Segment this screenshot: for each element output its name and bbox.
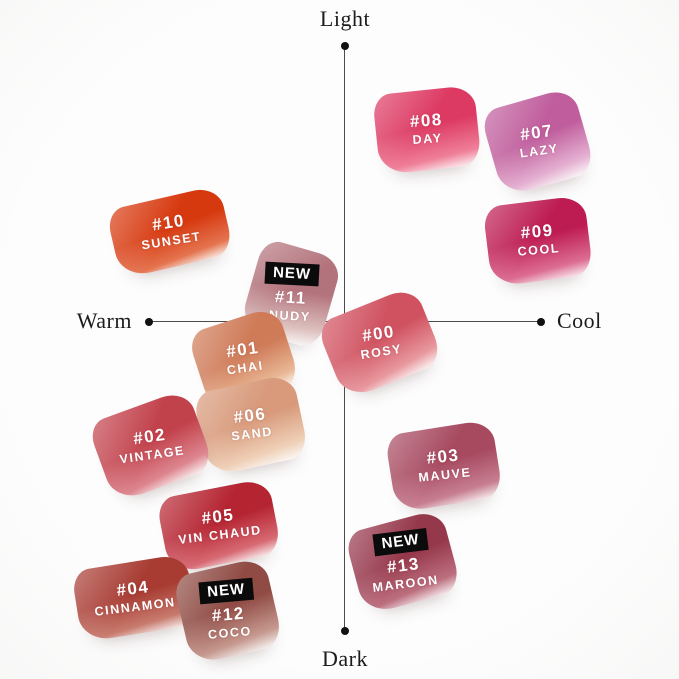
axis-dot-right [537,318,545,326]
shade-swatch-06-sand: #06 SAND [192,373,310,477]
shade-label-group: NEW #12 COCO [177,562,278,660]
shade-number: #08 [409,110,444,132]
shade-swatch-07-lazy: #07 LAZY [479,86,597,198]
new-badge: NEW [198,577,255,605]
new-badge: NEW [264,261,320,287]
shade-label-group: #10 SUNSET [107,188,233,275]
axis-label-warm: Warm [76,308,132,333]
shade-label-group: #02 VINTAGE [93,397,210,495]
shade-swatch-05-vin-chaud: #05 VIN CHAUD [155,477,283,575]
axis-label-light: Light [319,6,371,31]
shade-name: DAY [412,130,444,148]
shade-label-group: #03 MAUVE [386,422,502,511]
shade-swatch-02-vintage: #02 VINTAGE [86,388,216,504]
axis-dot-bottom [341,627,349,635]
shade-swatch-08-day: #08 DAY [372,84,482,176]
shade-swatch-13-maroon: NEW #13 MAROON [343,508,463,616]
shade-swatch-00-rosy: #00 ROSY [315,285,445,401]
shade-swatch-03-mauve: #03 MAUVE [384,419,504,513]
shade-name: COOL [516,241,561,259]
shade-label-group: #06 SAND [195,377,306,473]
shade-name: CHAI [225,358,265,378]
axis-label-dark: Dark [322,646,368,671]
shade-swatch-10-sunset: #10 SUNSET [105,184,235,280]
shade-name: MAROON [371,572,440,595]
shade-name: COCO [207,623,253,642]
new-badge: NEW [372,527,429,557]
shade-label-group: #00 ROSY [321,294,439,392]
shade-name: CINNAMON [93,595,177,619]
shade-name: MAUVE [417,465,473,485]
shade-name: SUNSET [140,229,203,253]
shade-number: #11 [274,287,308,309]
shade-label-group: #09 COOL [484,197,593,286]
shade-swatch-04-cinnamon: #04 CINNAMON [71,553,197,643]
shade-label-group: NEW #13 MAROON [348,514,457,610]
shade-name: SAND [230,424,274,444]
shade-name: VIN CHAUD [177,522,263,548]
axis-label-cool: Cool [557,308,602,333]
shade-label-group: #07 LAZY [484,92,591,193]
shade-label-group: #08 DAY [373,87,480,174]
shade-name: VINTAGE [118,443,186,467]
shade-swatch-12-coco: NEW #12 COCO [172,556,284,666]
axis-dot-left [145,318,153,326]
axis-dot-top [341,42,349,50]
shade-swatch-09-cool: #09 COOL [482,195,594,287]
